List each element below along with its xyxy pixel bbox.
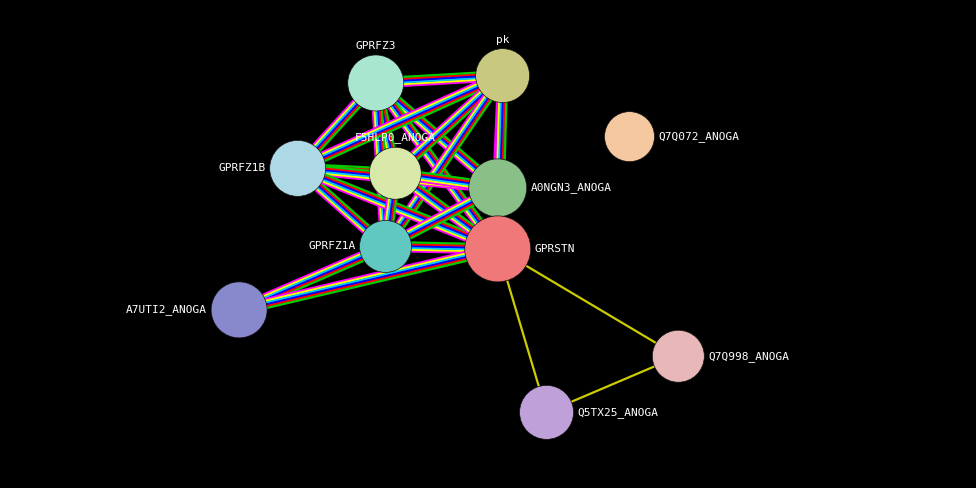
- Circle shape: [347, 55, 404, 111]
- Circle shape: [519, 386, 574, 439]
- Circle shape: [211, 282, 267, 338]
- Text: GPRFZ1B: GPRFZ1B: [219, 163, 265, 173]
- Text: GPRFZ1A: GPRFZ1A: [308, 242, 355, 251]
- Circle shape: [468, 159, 527, 217]
- Circle shape: [269, 141, 326, 196]
- Text: Q5TX25_ANOGA: Q5TX25_ANOGA: [578, 407, 659, 418]
- Circle shape: [359, 221, 412, 272]
- Circle shape: [652, 330, 705, 382]
- Text: Q7Q998_ANOGA: Q7Q998_ANOGA: [709, 351, 790, 362]
- Text: GPRFZ3: GPRFZ3: [355, 41, 396, 51]
- Circle shape: [604, 112, 655, 162]
- Text: Q7Q072_ANOGA: Q7Q072_ANOGA: [659, 131, 740, 142]
- Text: F5HLP0_ANOGA: F5HLP0_ANOGA: [355, 132, 435, 143]
- Text: GPRSTN: GPRSTN: [535, 244, 575, 254]
- Circle shape: [465, 216, 531, 282]
- Text: A7UTI2_ANOGA: A7UTI2_ANOGA: [126, 305, 207, 315]
- Text: pk: pk: [496, 35, 509, 44]
- Circle shape: [475, 49, 530, 102]
- Circle shape: [369, 147, 422, 199]
- Text: A0NGN3_ANOGA: A0NGN3_ANOGA: [531, 183, 612, 193]
